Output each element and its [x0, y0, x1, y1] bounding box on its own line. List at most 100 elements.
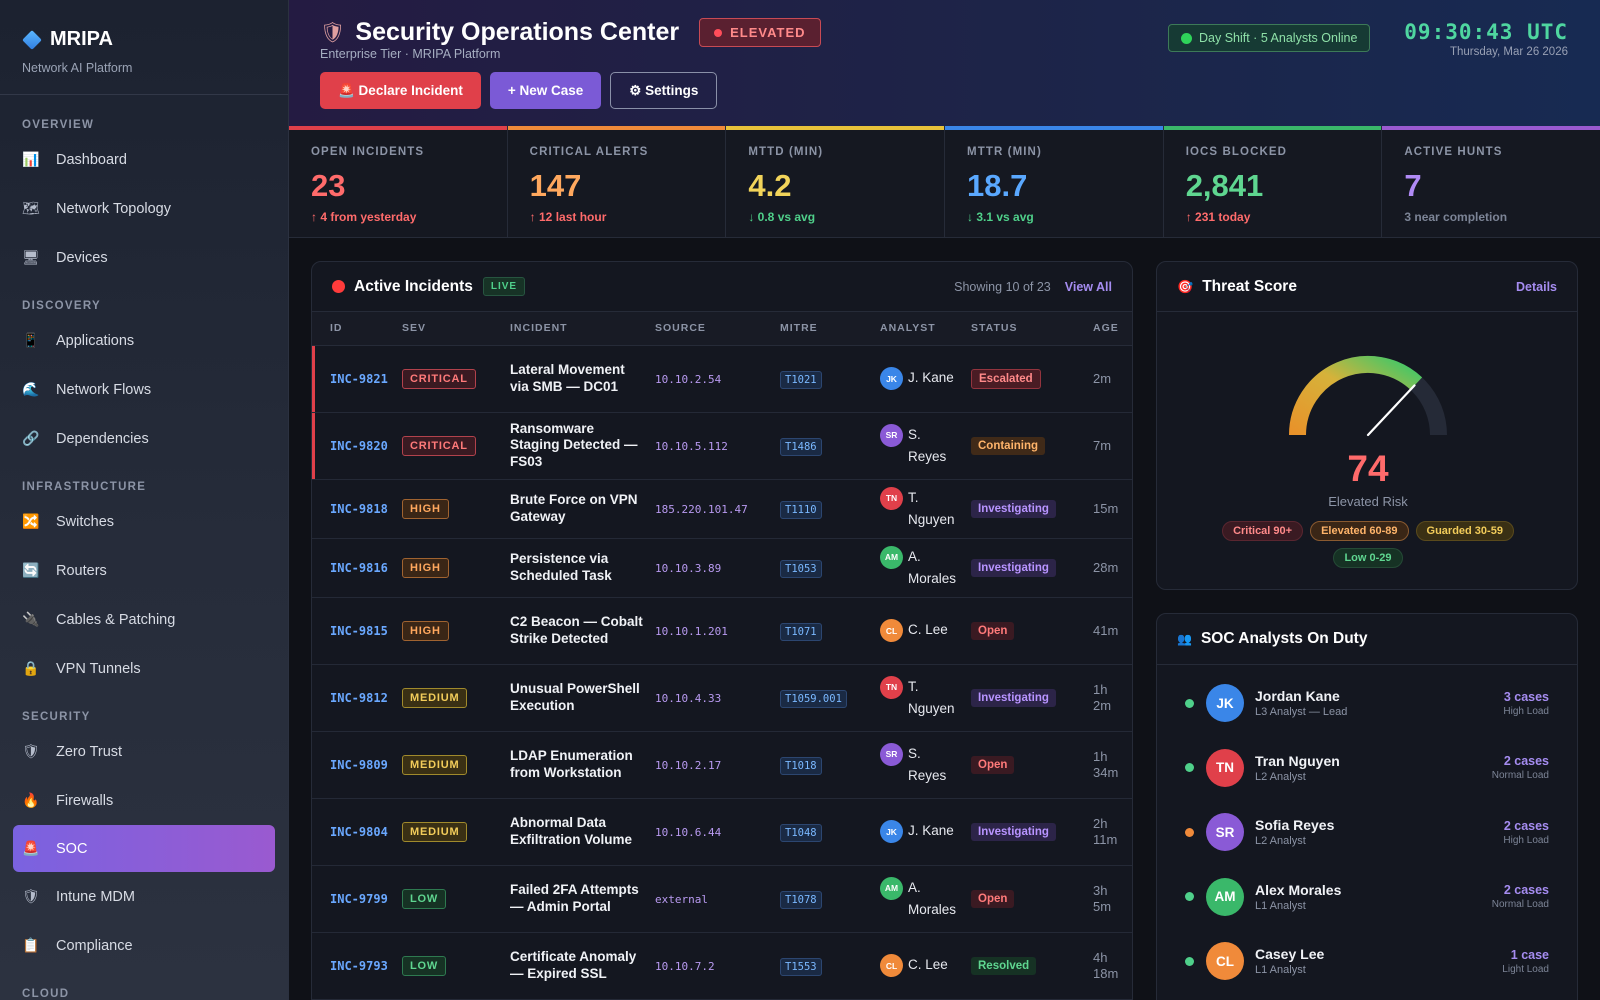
- mitre-technique-tag[interactable]: T1021: [780, 371, 822, 389]
- incident-title[interactable]: Unusual PowerShell Execution: [510, 681, 640, 713]
- analyst-assignee[interactable]: JK J. Kane: [880, 820, 959, 843]
- table-row[interactable]: INC-9812 MEDIUM Unusual PowerShell Executi…: [312, 664, 1132, 732]
- sidebar-item-network-topology[interactable]: 🗺 Network Topology: [0, 184, 288, 233]
- mitre-technique-tag[interactable]: T1018: [780, 757, 822, 775]
- kpi-active-hunts[interactable]: ACTIVE HUNTS 7 3 near completion: [1382, 126, 1600, 237]
- incident-title[interactable]: Ransomware Staging Detected — FS03: [510, 420, 638, 469]
- view-all-link[interactable]: View All: [1064, 279, 1112, 294]
- sidebar-item-cables-patching[interactable]: 🔌 Cables & Patching: [0, 595, 288, 644]
- incident-title[interactable]: Persistence via Scheduled Task: [510, 551, 612, 583]
- analyst-row[interactable]: AM Alex Morales L1 Analyst 2 cases Normal Lo…: [1157, 865, 1577, 930]
- table-row[interactable]: INC-9804 MEDIUM Abnormal Data Exfiltration…: [312, 798, 1132, 866]
- sidebar-item-zero-trust[interactable]: 🛡 Zero Trust: [0, 727, 288, 776]
- analyst-assignee[interactable]: AM A. Morales: [880, 876, 959, 921]
- sidebar-item-switches[interactable]: 🔀 Switches: [0, 497, 288, 546]
- mitre-technique-tag[interactable]: T1553: [780, 958, 822, 976]
- mitre-technique-tag[interactable]: T1078: [780, 891, 822, 909]
- sidebar-item-devices[interactable]: 🖥 Devices: [0, 233, 288, 282]
- analyst-row[interactable]: TN Tran Nguyen L2 Analyst 2 cases Normal Loa…: [1157, 736, 1577, 801]
- incident-title[interactable]: Abnormal Data Exfiltration Volume: [510, 815, 633, 847]
- table-row[interactable]: INC-9818 HIGH Brute Force on VPN Gateway 18…: [312, 479, 1132, 539]
- incident-id-link[interactable]: INC-9818: [330, 501, 388, 516]
- table-row[interactable]: INC-9809 MEDIUM LDAP Enumeration from Work…: [312, 731, 1132, 799]
- mitre-technique-tag[interactable]: T1048: [780, 824, 822, 842]
- analyst-assignee[interactable]: TN T. Nguyen: [880, 486, 959, 531]
- cell-severity: MEDIUM: [396, 664, 504, 732]
- mitre-technique-tag[interactable]: T1110: [780, 501, 822, 519]
- sidebar-item-routers[interactable]: 🔄 Routers: [0, 546, 288, 595]
- sidebar-item-compliance[interactable]: 📋 Compliance: [0, 921, 288, 970]
- sidebar-item-dependencies[interactable]: 🔗 Dependencies: [0, 414, 288, 463]
- kpi-label: OPEN INCIDENTS: [311, 146, 425, 158]
- incident-id-link[interactable]: INC-9820: [330, 438, 388, 453]
- analyst-assignee[interactable]: SR S. Reyes: [880, 423, 959, 468]
- sidebar-item-applications[interactable]: 📱 Applications: [0, 316, 288, 365]
- incident-id-link[interactable]: INC-9816: [330, 560, 388, 575]
- sidebar-item-firewalls[interactable]: 🔥 Firewalls: [0, 776, 288, 825]
- analyst-row[interactable]: JK Jordan Kane L3 Analyst — Lead 3 cases Hig…: [1157, 671, 1577, 736]
- settings-button[interactable]: ⚙ Settings: [610, 72, 718, 109]
- analyst-assignee[interactable]: TN T. Nguyen: [880, 675, 959, 720]
- column-header[interactable]: INCIDENT: [504, 312, 649, 346]
- analyst-row[interactable]: CL Casey Lee L1 Analyst 1 case Light Load: [1157, 929, 1577, 994]
- cell-incident: Persistence via Scheduled Task: [504, 538, 649, 598]
- analyst-assignee[interactable]: CL C. Lee: [880, 954, 959, 977]
- analyst-assignee[interactable]: JK J. Kane: [880, 367, 959, 390]
- kpi-delta: ↑ 4 from yesterday: [311, 210, 417, 224]
- kpi-critical-alerts[interactable]: CRITICAL ALERTS 147 ↑ 12 last hour: [507, 126, 727, 237]
- table-row[interactable]: INC-9799 LOW Failed 2FA Attempts — Admin P…: [312, 865, 1132, 933]
- column-header[interactable]: AGE: [1087, 312, 1132, 346]
- cell-id: INC-9799: [312, 865, 396, 933]
- cell-id: INC-9820: [312, 412, 396, 480]
- incident-id-link[interactable]: INC-9804: [330, 824, 388, 839]
- mitre-technique-tag[interactable]: T1059.001: [780, 690, 847, 708]
- table-row[interactable]: INC-9816 HIGH Persistence via Scheduled Ta…: [312, 538, 1132, 598]
- kpi-mttr[interactable]: MTTR (MIN) 18.7 ↓ 3.1 vs avg: [945, 126, 1164, 237]
- incident-title[interactable]: C2 Beacon — Cobalt Strike Detected: [510, 614, 643, 646]
- declare-incident-button[interactable]: 🚨 Declare Incident: [320, 72, 481, 109]
- mitre-technique-tag[interactable]: T1486: [780, 438, 822, 456]
- analyst-assignee[interactable]: SR S. Reyes: [880, 742, 959, 787]
- sidebar-item-network-flows[interactable]: 🌊 Network Flows: [0, 365, 288, 414]
- mitre-technique-tag[interactable]: T1071: [780, 623, 822, 641]
- table-row[interactable]: INC-9820 CRITICAL Ransomware Staging Detec…: [312, 412, 1132, 480]
- table-row[interactable]: INC-9815 HIGH C2 Beacon — Cobalt Strike De…: [312, 597, 1132, 665]
- threat-level-label: ELEVATED: [730, 25, 806, 40]
- incident-id-link[interactable]: INC-9812: [330, 690, 388, 705]
- incident-id-link[interactable]: INC-9799: [330, 891, 388, 906]
- incident-id-link[interactable]: INC-9809: [330, 757, 388, 772]
- incident-id-link[interactable]: INC-9793: [330, 958, 388, 973]
- sidebar-item-vpn-tunnels[interactable]: 🔒 VPN Tunnels: [0, 644, 288, 693]
- table-row[interactable]: INC-9821 CRITICAL Lateral Movement via SMB…: [312, 345, 1132, 413]
- column-header[interactable]: STATUS: [965, 312, 1087, 346]
- incident-title[interactable]: Certificate Anomaly — Expired SSL: [510, 949, 637, 981]
- sidebar-item-dashboard[interactable]: 📊 Dashboard: [0, 135, 288, 184]
- column-header[interactable]: ANALYST: [874, 312, 965, 346]
- case-count: 1 case: [1510, 947, 1549, 962]
- incident-id-link[interactable]: INC-9815: [330, 623, 388, 638]
- incident-title[interactable]: Failed 2FA Attempts — Admin Portal: [510, 882, 639, 914]
- incident-id-link[interactable]: INC-9821: [330, 371, 388, 386]
- details-link[interactable]: Details: [1516, 279, 1557, 294]
- incident-title[interactable]: Brute Force on VPN Gateway: [510, 492, 638, 524]
- column-header[interactable]: MITRE: [774, 312, 874, 346]
- switches-icon: 🔀: [22, 513, 40, 529]
- incident-title[interactable]: LDAP Enumeration from Workstation: [510, 748, 633, 780]
- incident-title[interactable]: Lateral Movement via SMB — DC01: [510, 362, 625, 394]
- analyst-assignee[interactable]: CL C. Lee: [880, 619, 959, 642]
- new-case-button[interactable]: + New Case: [489, 72, 602, 109]
- table-row[interactable]: INC-9793 LOW Certificate Anomaly — Expired…: [312, 932, 1132, 1000]
- sidebar-item-intune-mdm[interactable]: 🛡 Intune MDM: [0, 872, 288, 921]
- column-header[interactable]: SEV: [396, 312, 504, 346]
- brand-name[interactable]: MRIPA: [50, 28, 113, 50]
- mitre-technique-tag[interactable]: T1053: [780, 560, 822, 578]
- analyst-assignee[interactable]: AM A. Morales: [880, 545, 959, 590]
- kpi-iocs-blocked[interactable]: IOCS BLOCKED 2,841 ↑ 231 today: [1163, 126, 1383, 237]
- analyst-row[interactable]: SR Sofia Reyes L2 Analyst 2 cases High Load: [1157, 800, 1577, 865]
- column-header[interactable]: SOURCE: [649, 312, 774, 346]
- sidebar-item-soc[interactable]: 🚨 SOC: [13, 825, 275, 872]
- kpi-open-incidents[interactable]: OPEN INCIDENTS 23 ↑ 4 from yesterday: [289, 126, 508, 237]
- column-header[interactable]: ID: [312, 312, 396, 346]
- analyst-name: S. Reyes: [908, 745, 947, 783]
- kpi-mttd[interactable]: MTTD (MIN) 4.2 ↓ 0.8 vs avg: [726, 126, 946, 237]
